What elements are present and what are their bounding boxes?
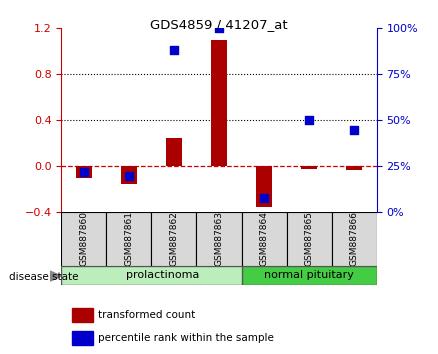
Bar	[72, 308, 92, 322]
Bar	[256, 166, 272, 207]
Bar	[152, 212, 197, 266]
Point	[215, 25, 223, 31]
Polygon shape	[50, 271, 61, 281]
Text: disease state: disease state	[9, 272, 78, 282]
Text: GSM887866: GSM887866	[350, 211, 359, 267]
Text: GSM887863: GSM887863	[215, 211, 223, 267]
Bar	[76, 166, 92, 178]
Bar	[332, 212, 377, 266]
Text: GSM887862: GSM887862	[170, 211, 178, 267]
Text: GDS4859 / 41207_at: GDS4859 / 41207_at	[150, 18, 288, 31]
Text: GSM887864: GSM887864	[260, 211, 268, 267]
Bar	[61, 212, 106, 266]
Bar	[197, 212, 241, 266]
Point	[125, 173, 132, 178]
Bar	[346, 166, 362, 170]
Bar	[301, 166, 317, 169]
Bar	[121, 166, 137, 184]
Bar	[61, 266, 264, 285]
Bar	[166, 138, 182, 166]
Text: GSM887865: GSM887865	[304, 211, 314, 267]
Bar	[241, 266, 377, 285]
Bar	[72, 331, 92, 344]
Text: GSM887860: GSM887860	[79, 211, 88, 267]
Text: transformed count: transformed count	[98, 310, 195, 320]
Bar	[241, 212, 286, 266]
Point	[170, 47, 177, 53]
Point	[261, 195, 268, 200]
Text: percentile rank within the sample: percentile rank within the sample	[98, 332, 274, 343]
Text: normal pituitary: normal pituitary	[264, 270, 354, 280]
Text: GSM887861: GSM887861	[124, 211, 134, 267]
Point	[306, 118, 313, 123]
Text: prolactinoma: prolactinoma	[126, 270, 199, 280]
Bar	[106, 212, 152, 266]
Point	[80, 169, 87, 175]
Bar	[286, 212, 332, 266]
Point	[351, 127, 358, 132]
Bar	[211, 40, 227, 166]
